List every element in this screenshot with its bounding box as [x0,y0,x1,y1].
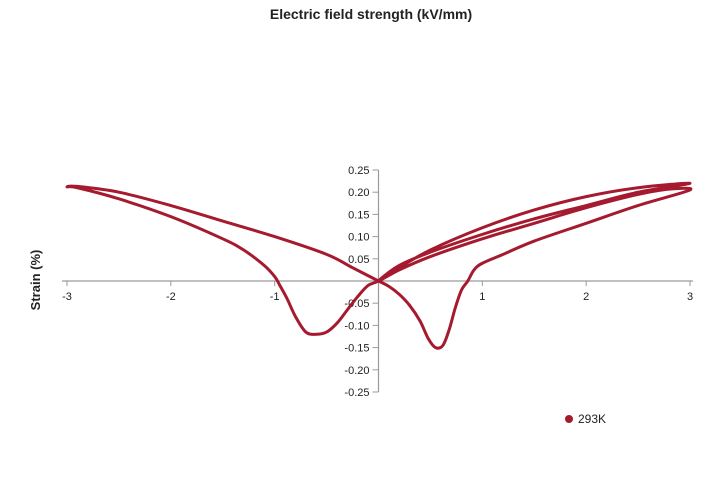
y-tick-label: -0.15 [344,343,369,355]
x-tick-label: -3 [62,291,72,303]
ticks: -3 -2 -1 1 2 30.250.200.150.100.05-0.05-0.10-… [62,165,693,399]
legend-label: 293K [578,412,607,426]
y-tick-label: 0.15 [348,209,369,221]
x-tick-label: 1 [479,291,485,303]
y-tick-label: 0.05 [348,254,369,266]
y-tick-label: 0.20 [348,187,369,199]
chart-title: Electric field strength (kV/mm) [269,6,473,22]
y-tick-label: -0.20 [344,365,369,377]
legend: 293K [565,412,606,426]
x-tick-label: -1 [270,291,280,303]
y-tick-label: -0.10 [344,320,369,332]
x-tick-label: -2 [166,291,176,303]
strain-curve-293K [65,181,693,350]
y-tick-label: 0.10 [348,232,369,244]
x-tick-label: 3 [687,291,693,303]
x-tick-label: 2 [583,291,589,303]
legend-marker-icon [565,415,573,423]
y-tick-label: -0.25 [344,387,369,399]
y-tick-label: 0.25 [348,165,369,177]
